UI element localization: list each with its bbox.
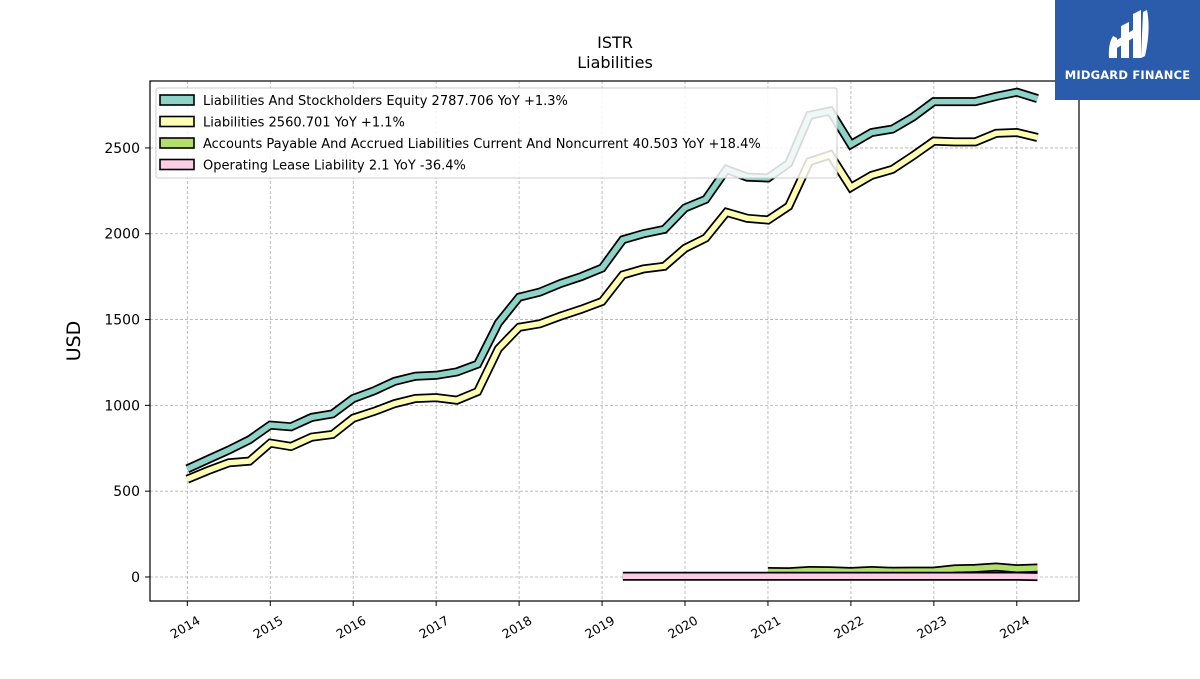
y-tick-label: 2500: [104, 141, 140, 157]
legend-label: Operating Lease Liability 2.1 YoY -36.4%: [203, 159, 466, 174]
x-tick-label: 2015: [250, 613, 285, 642]
y-tick-label: 0: [131, 570, 140, 586]
y-tick-label: 1500: [104, 313, 140, 329]
series-2-outline: [187, 133, 1037, 480]
x-tick-label: 2018: [499, 613, 534, 642]
y-tick-label: 500: [113, 484, 140, 500]
x-tick-label: 2016: [333, 613, 368, 642]
brand-logo: MIDGARD FINANCE: [1055, 0, 1200, 100]
x-tick-label: 2021: [748, 613, 783, 642]
brand-name: MIDGARD FINANCE: [1055, 68, 1200, 82]
brand-mark-icon: [1055, 0, 1200, 70]
legend-label: Liabilities 2560.701 YoY +1.1%: [203, 116, 405, 131]
y-tick-label: 2000: [104, 227, 140, 243]
legend: Liabilities And Stockholders Equity 2787…: [156, 88, 837, 178]
y-tick-label: 1000: [104, 398, 140, 414]
chart-title: ISTR: [597, 33, 633, 52]
x-tick-label: 2024: [997, 613, 1032, 642]
x-tick-label: 2022: [831, 613, 866, 642]
chart-subtitle: Liabilities: [577, 53, 653, 72]
y-axis-label: USD: [63, 321, 85, 362]
x-tick-label: 2023: [914, 613, 949, 642]
x-tick-label: 2019: [582, 613, 617, 642]
legend-swatch: [160, 117, 194, 127]
legend-swatch: [160, 138, 194, 148]
legend-swatch: [160, 160, 194, 170]
legend-swatch: [160, 95, 194, 105]
x-tick-label: 2020: [665, 613, 700, 642]
x-tick-label: 2014: [168, 613, 203, 642]
series-2-line: [187, 133, 1037, 480]
legend-label: Liabilities And Stockholders Equity 2787…: [203, 94, 568, 109]
legend-label: Accounts Payable And Accrued Liabilities…: [203, 137, 761, 152]
x-tick-label: 2017: [416, 613, 451, 642]
